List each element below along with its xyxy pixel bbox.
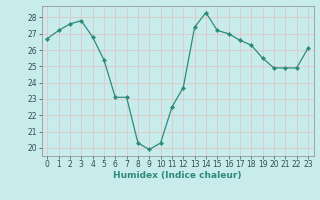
X-axis label: Humidex (Indice chaleur): Humidex (Indice chaleur)	[113, 171, 242, 180]
